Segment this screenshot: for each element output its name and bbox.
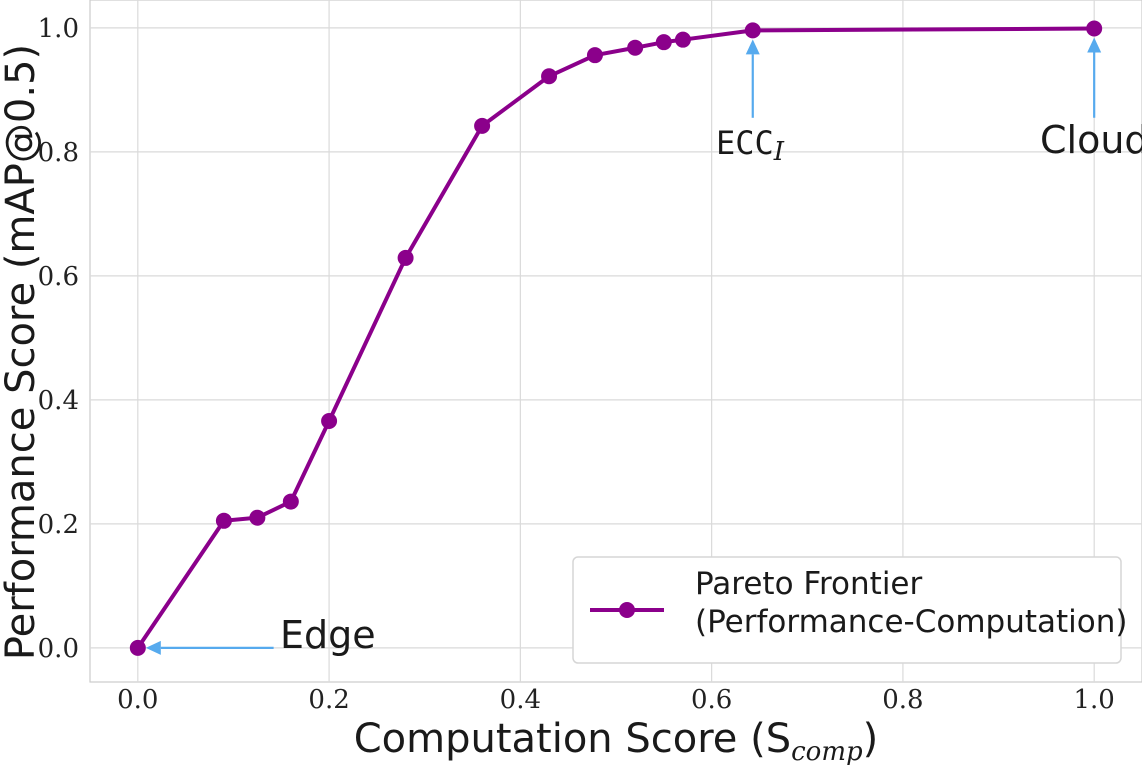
data-point: [129, 639, 146, 656]
x-tick-label: 0.6: [691, 685, 732, 715]
y-tick-label: 0.4: [38, 386, 79, 416]
edge-annotation: Edge: [280, 613, 376, 657]
data-point: [249, 509, 266, 526]
cloud-arrow: [1087, 37, 1102, 118]
y-tick-label: 0.0: [38, 634, 79, 664]
annotation-arrows: [145, 37, 1102, 655]
legend: Pareto Frontier (Performance-Computation): [572, 556, 1128, 664]
data-point: [541, 68, 558, 85]
data-point: [215, 512, 232, 529]
data-point: [282, 493, 299, 510]
x-tick-label: 0.4: [500, 685, 541, 715]
y-tick-labels: 0.0 0.2 0.4 0.6 0.8 1.0: [38, 14, 79, 664]
data-point: [674, 31, 691, 48]
data-point: [397, 249, 414, 266]
data-point: [474, 117, 491, 134]
data-point: [1086, 20, 1103, 37]
data-point: [586, 47, 603, 64]
data-point: [655, 34, 672, 51]
y-tick-label: 0.6: [38, 262, 79, 292]
y-tick-label: 0.2: [38, 510, 79, 540]
legend-marker: [619, 602, 635, 618]
x-tick-labels: 0.0 0.2 0.4 0.6 0.8 1.0: [117, 685, 1115, 715]
data-point: [627, 39, 644, 56]
y-tick-label: 1.0: [38, 14, 79, 44]
data-point: [321, 412, 338, 429]
legend-label: Pareto Frontier (Performance-Computation): [695, 566, 1128, 640]
x-tick-label: 0.2: [308, 685, 349, 715]
x-tick-label: 0.0: [117, 685, 158, 715]
y-axis-label: Performance Score (mAP@0.5): [0, 44, 44, 660]
data-point: [744, 22, 761, 39]
series-layer: [129, 20, 1103, 656]
x-tick-label: 1.0: [1074, 685, 1115, 715]
ecc-annotation: ECCI: [716, 124, 785, 167]
x-tick-label: 0.8: [882, 685, 923, 715]
x-axis-label: Computation Score (Scomp): [354, 716, 879, 765]
ecc-arrow: [745, 39, 760, 118]
y-tick-label: 0.8: [38, 138, 79, 168]
cloud-annotation: Cloud: [1040, 118, 1142, 162]
legend-box: [572, 556, 1122, 664]
edge-arrow: [145, 640, 274, 655]
